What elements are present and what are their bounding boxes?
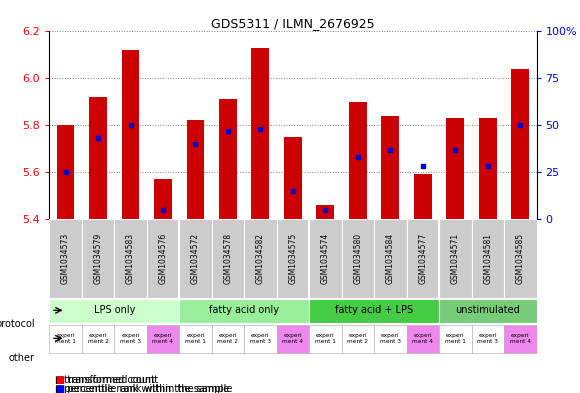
Bar: [179, 219, 212, 298]
Bar: [49, 325, 82, 353]
Bar: [114, 325, 147, 353]
Bar: [349, 102, 367, 219]
Text: experi
ment 2: experi ment 2: [218, 333, 238, 344]
Bar: [212, 219, 244, 298]
Bar: [284, 137, 302, 219]
Bar: [187, 121, 204, 219]
Text: GSM1034584: GSM1034584: [386, 233, 395, 284]
Text: experi
ment 4: experi ment 4: [282, 333, 303, 344]
Bar: [57, 125, 74, 219]
Text: GSM1034571: GSM1034571: [451, 233, 460, 284]
Bar: [504, 325, 536, 353]
Bar: [212, 325, 244, 353]
Bar: [382, 116, 399, 219]
Text: experi
ment 4: experi ment 4: [412, 333, 433, 344]
Text: GSM1034572: GSM1034572: [191, 233, 200, 284]
Text: fatty acid only: fatty acid only: [209, 305, 279, 315]
Text: other: other: [9, 353, 35, 363]
Text: experi
ment 3: experi ment 3: [250, 333, 271, 344]
Bar: [277, 325, 309, 353]
Text: GSM1034575: GSM1034575: [288, 233, 298, 284]
Bar: [179, 325, 212, 353]
Text: experi
ment 1: experi ment 1: [445, 333, 466, 344]
Text: protocol: protocol: [0, 319, 35, 329]
Bar: [82, 219, 114, 298]
Text: percentile rank within the sample: percentile rank within the sample: [58, 384, 229, 393]
Bar: [374, 325, 407, 353]
Bar: [309, 299, 439, 323]
Text: GSM1034579: GSM1034579: [93, 233, 103, 284]
Bar: [179, 299, 309, 323]
Bar: [342, 325, 374, 353]
Bar: [309, 219, 342, 298]
Text: GSM1034580: GSM1034580: [353, 233, 362, 284]
Bar: [472, 219, 504, 298]
Bar: [407, 219, 439, 298]
Bar: [342, 219, 374, 298]
Bar: [374, 219, 407, 298]
Bar: [472, 325, 504, 353]
Bar: [277, 219, 309, 298]
Text: GSM1034585: GSM1034585: [516, 233, 525, 284]
Text: GSM1034581: GSM1034581: [483, 233, 492, 284]
Text: GSM1034583: GSM1034583: [126, 233, 135, 284]
Text: GSM1034574: GSM1034574: [321, 233, 330, 284]
Bar: [82, 325, 114, 353]
Bar: [439, 219, 472, 298]
Bar: [244, 325, 277, 353]
Text: experi
ment 2: experi ment 2: [347, 333, 368, 344]
Bar: [407, 325, 439, 353]
Text: ■ percentile rank within the sample: ■ percentile rank within the sample: [55, 384, 233, 393]
Bar: [154, 179, 172, 219]
Bar: [504, 219, 536, 298]
Text: GSM1034578: GSM1034578: [223, 233, 233, 284]
Text: GSM1034576: GSM1034576: [158, 233, 168, 284]
Text: GSM1034577: GSM1034577: [418, 233, 427, 284]
Bar: [122, 50, 139, 219]
Text: fatty acid + LPS: fatty acid + LPS: [335, 305, 413, 315]
Bar: [244, 219, 277, 298]
Bar: [512, 69, 529, 219]
Text: GSM1034582: GSM1034582: [256, 233, 265, 284]
Bar: [49, 299, 179, 323]
Bar: [414, 174, 432, 219]
Bar: [309, 325, 342, 353]
Bar: [147, 325, 179, 353]
Text: ■: ■: [55, 384, 64, 393]
Text: experi
ment 4: experi ment 4: [510, 333, 531, 344]
Bar: [439, 299, 536, 323]
Bar: [439, 325, 472, 353]
Bar: [114, 219, 147, 298]
Text: experi
ment 1: experi ment 1: [315, 333, 336, 344]
Bar: [219, 99, 237, 219]
Bar: [317, 205, 334, 219]
Text: ■: ■: [55, 375, 64, 386]
Text: LPS only: LPS only: [93, 305, 135, 315]
Text: transformed count: transformed count: [58, 375, 155, 386]
Text: experi
ment 1: experi ment 1: [185, 333, 206, 344]
Text: unstimulated: unstimulated: [455, 305, 520, 315]
Bar: [147, 219, 179, 298]
Text: experi
ment 3: experi ment 3: [380, 333, 401, 344]
Text: experi
ment 2: experi ment 2: [88, 333, 108, 344]
Bar: [89, 97, 107, 219]
Text: experi
ment 4: experi ment 4: [153, 333, 173, 344]
Bar: [252, 48, 269, 219]
Bar: [447, 118, 464, 219]
Text: experi
ment 1: experi ment 1: [55, 333, 76, 344]
Text: ■ transformed count: ■ transformed count: [55, 375, 158, 386]
Text: GSM1034573: GSM1034573: [61, 233, 70, 284]
Text: experi
ment 3: experi ment 3: [477, 333, 498, 344]
Title: GDS5311 / ILMN_2676925: GDS5311 / ILMN_2676925: [211, 17, 375, 30]
Bar: [49, 219, 82, 298]
Text: experi
ment 3: experi ment 3: [120, 333, 141, 344]
Bar: [479, 118, 496, 219]
